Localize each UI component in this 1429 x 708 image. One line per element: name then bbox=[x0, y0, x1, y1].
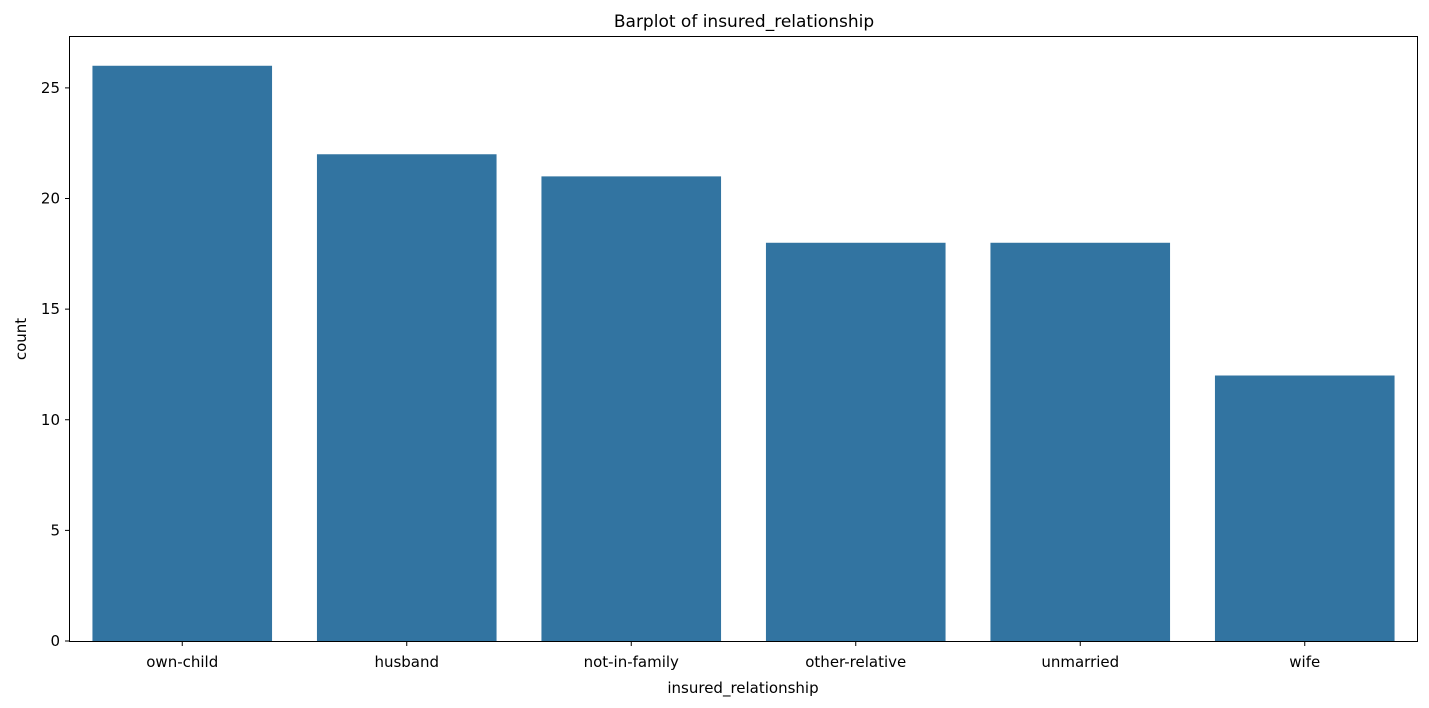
plot-frame bbox=[69, 36, 1418, 642]
x-axis-ticks: own-child husband not-in-family other-relat… bbox=[146, 641, 1320, 671]
y-tick-label: 0 bbox=[50, 632, 60, 650]
y-axis-ticks: 0 5 10 15 20 25 bbox=[41, 79, 70, 650]
x-tick-label: unmarried bbox=[1041, 653, 1119, 671]
bar-husband bbox=[316, 154, 497, 641]
bar-other-relative bbox=[765, 242, 946, 641]
y-tick-label: 10 bbox=[41, 411, 60, 429]
y-tick-label: 25 bbox=[41, 79, 60, 97]
chart-title: Barplot of insured_relationship bbox=[614, 12, 874, 32]
bar-wife bbox=[1214, 375, 1395, 641]
y-tick-label: 15 bbox=[41, 300, 60, 318]
bar-not-in-family bbox=[541, 176, 722, 641]
x-tick-label: other-relative bbox=[805, 653, 906, 671]
x-tick-label: not-in-family bbox=[584, 653, 679, 671]
bar-own-child bbox=[92, 65, 273, 641]
y-axis-label: count bbox=[12, 318, 30, 360]
x-tick-label: husband bbox=[374, 653, 439, 671]
x-tick-label: wife bbox=[1289, 653, 1320, 671]
bar-unmarried bbox=[990, 242, 1171, 641]
y-tick-label: 5 bbox=[50, 521, 60, 539]
x-axis-label: insured_relationship bbox=[667, 679, 818, 698]
bars-layer bbox=[92, 65, 1395, 641]
x-tick-label: own-child bbox=[146, 653, 218, 671]
y-tick-label: 20 bbox=[41, 190, 60, 208]
